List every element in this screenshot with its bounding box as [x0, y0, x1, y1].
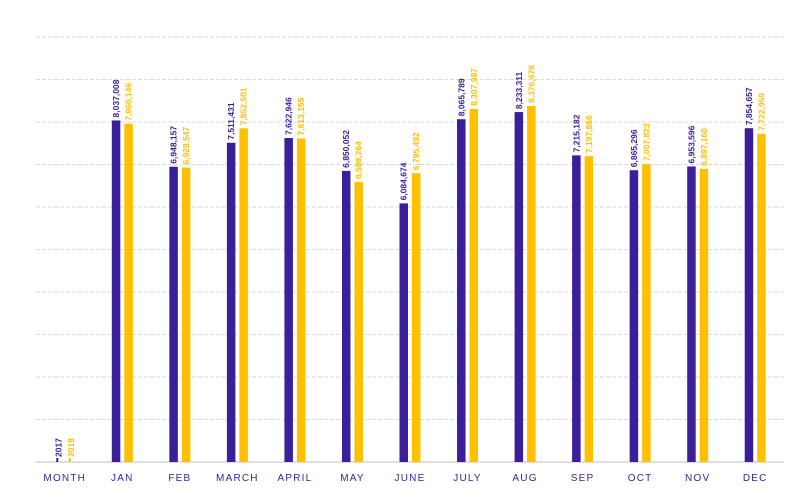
- bar-may-2018: [354, 181, 363, 462]
- value-label: 7,613,155: [296, 97, 306, 135]
- value-label: 6,948,157: [169, 126, 179, 164]
- category-label: MAY: [340, 473, 365, 484]
- category-label: SEP: [571, 473, 595, 484]
- category-label: JAN: [111, 473, 134, 484]
- bar-aug-2018: [527, 105, 536, 462]
- bars: [56, 105, 766, 463]
- bar-jan-2017: [111, 120, 121, 463]
- value-label: 6,589,264: [354, 141, 364, 179]
- value-label: 7,215,182: [571, 114, 581, 152]
- bar-april-2018: [296, 138, 306, 462]
- value-label: 6,865,296: [629, 129, 639, 167]
- legend-label-2017: 2017: [54, 438, 64, 457]
- category-label: AUG: [512, 473, 537, 484]
- value-label: 8,233,311: [514, 71, 524, 109]
- bar-june-2018: [412, 173, 421, 462]
- bar-aug-2017: [514, 112, 524, 462]
- value-label: 6,795,492: [411, 132, 421, 170]
- bar-sep-2018: [584, 156, 594, 462]
- value-label: 7,722,959: [756, 93, 766, 131]
- bar-dec-2018: [757, 133, 766, 463]
- value-label: 8,376,478: [526, 65, 536, 103]
- category-label: OCT: [628, 473, 653, 484]
- bar-july-2017: [457, 119, 466, 462]
- value-label: 8,307,987: [469, 68, 479, 106]
- bar-jan-2018: [124, 123, 133, 463]
- bar-dec-2017: [744, 128, 754, 463]
- bar-oct-2018: [642, 164, 651, 462]
- category-label: JULY: [453, 473, 482, 484]
- value-label: 7,960,146: [124, 83, 134, 121]
- category-label: DEC: [743, 473, 768, 484]
- value-label: 7,007,823: [641, 123, 651, 161]
- bar-feb-2018: [181, 167, 191, 463]
- value-label: 7,852,501: [239, 87, 249, 125]
- category-label: MONTH: [43, 473, 86, 484]
- value-label: 7,197,866: [584, 115, 594, 153]
- value-label: 7,511,431: [226, 102, 236, 140]
- value-label: 7,854,657: [744, 87, 754, 125]
- category-label: JUNE: [395, 473, 426, 484]
- value-label: 8,065,789: [456, 78, 466, 116]
- value-label: 7,622,946: [284, 97, 294, 135]
- category-label: NOV: [685, 473, 710, 484]
- bar-july-2018: [469, 108, 479, 462]
- value-labels: 2017 2018 8,037,008 7,960,146 6,948,157 6,928…: [54, 65, 767, 457]
- category-label: APRIL: [277, 473, 312, 484]
- category-label: MARCH: [216, 473, 259, 484]
- category-label: FEB: [168, 473, 191, 484]
- legend-swatch-2018: [68, 458, 71, 462]
- gridlines: [36, 36, 784, 463]
- bar-oct-2017: [629, 170, 639, 462]
- bar-may-2017: [341, 170, 351, 462]
- bar-nov-2018: [699, 168, 709, 462]
- bar-march-2017: [226, 142, 236, 463]
- category-labels: MONTH JAN FEB MARCH APRIL MAY JUNE JULY AUG SEP OC…: [43, 473, 768, 484]
- value-label: 6,084,674: [399, 162, 409, 200]
- value-label: 6,953,596: [686, 125, 696, 163]
- value-label: 6,928,547: [181, 126, 191, 164]
- bar-sep-2017: [572, 155, 581, 462]
- bar-feb-2017: [169, 166, 178, 463]
- value-label: 6,897,160: [699, 128, 709, 166]
- legend-swatch-2017: [56, 458, 59, 462]
- value-label: 8,037,008: [111, 79, 121, 117]
- bar-june-2017: [399, 203, 408, 462]
- bar-nov-2017: [687, 166, 696, 462]
- legend-label-2018: 2018: [66, 438, 76, 457]
- value-label: 6,850,052: [341, 130, 351, 168]
- bar-march-2018: [239, 128, 248, 462]
- bar-april-2017: [284, 138, 293, 463]
